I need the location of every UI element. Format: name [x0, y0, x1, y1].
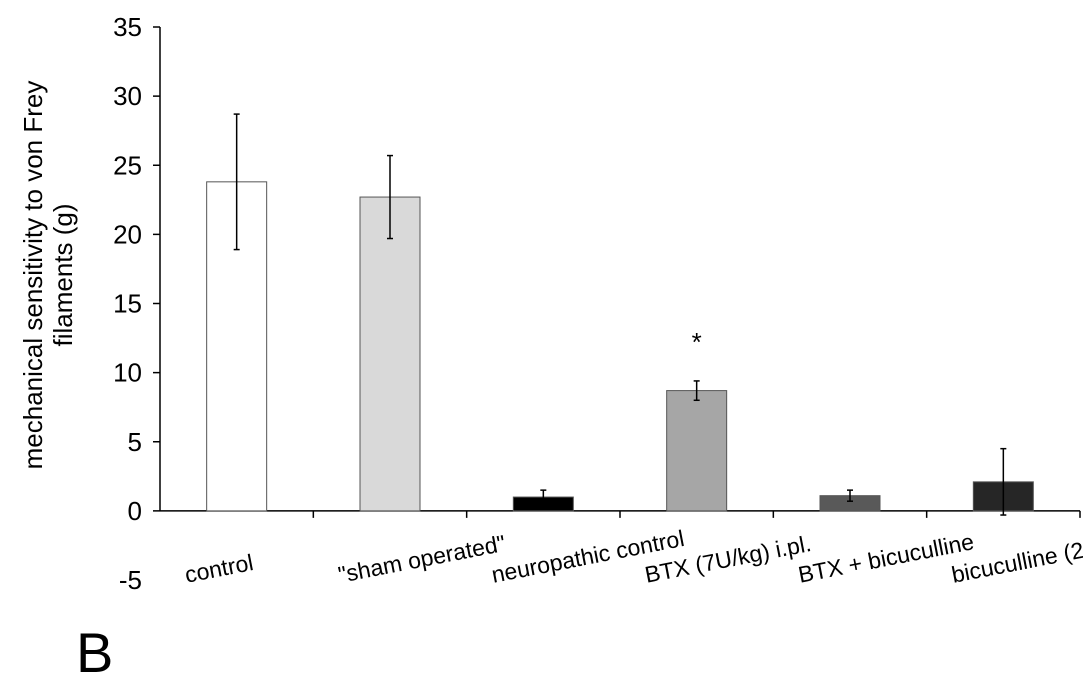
y-tick-label: 35 [113, 12, 142, 42]
bar-1 [359, 196, 421, 512]
error-bars [233, 113, 1007, 516]
y-axis: -5 0 5 10 15 20 25 30 35 [113, 12, 161, 595]
category-label-1: "sham operated" [336, 530, 508, 588]
panel-label: B [76, 621, 113, 680]
y-tick-label: 30 [113, 81, 142, 111]
x-axis [160, 510, 1081, 518]
y-tick-label: -5 [119, 565, 142, 595]
category-label-4: BTX + bicuculline [796, 528, 976, 588]
y-axis-label-line-1: filaments (g) [48, 203, 78, 346]
y-tick-label: 10 [113, 358, 142, 388]
category-label-0: control [183, 549, 256, 588]
y-tick-label: 25 [113, 150, 142, 180]
significance-marker: * [692, 327, 702, 357]
y-axis-label-line-0: mechanical sensitivity to von Frey [18, 81, 48, 470]
annotations: * [692, 327, 702, 357]
y-tick-label: 20 [113, 219, 142, 249]
chart-labels: control "sham operated"neuropathic contro… [18, 81, 1083, 680]
y-tick-label: 5 [128, 427, 142, 457]
bar-3 [666, 390, 728, 512]
y-tick-label: 15 [113, 289, 142, 319]
bars [206, 181, 1034, 512]
y-tick-label: 0 [128, 496, 142, 526]
